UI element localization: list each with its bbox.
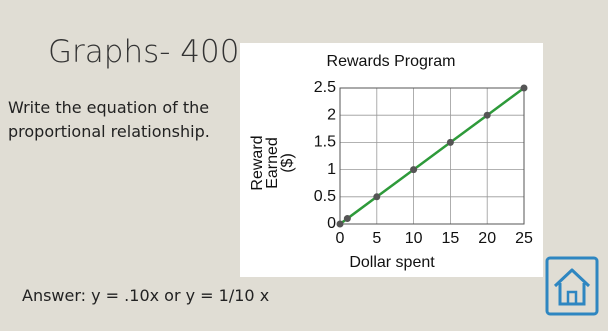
y-axis-label: ($) — [279, 153, 296, 173]
y-tick-label: 0.5 — [314, 188, 336, 205]
x-tick-label: 5 — [372, 230, 381, 247]
x-tick-label: 10 — [405, 230, 423, 247]
y-axis-label: Earned — [264, 137, 281, 189]
chart-background — [240, 43, 543, 277]
x-tick-label: 20 — [478, 230, 496, 247]
y-tick-label: 0 — [327, 215, 336, 232]
data-point — [373, 193, 381, 201]
x-tick-label: 25 — [515, 230, 533, 247]
x-axis-label: Dollar spent — [349, 254, 435, 271]
data-point — [520, 84, 528, 92]
x-tick-label: 0 — [336, 230, 345, 247]
y-tick-label: 1 — [327, 161, 336, 178]
y-axis-label: Reward — [249, 135, 266, 190]
slide-title: Graphs- 400 — [48, 34, 240, 70]
y-tick-label: 1.5 — [314, 134, 336, 151]
y-tick-label: 2 — [327, 106, 336, 123]
y-tick-label: 2.5 — [314, 79, 336, 96]
plot-frame — [339, 87, 525, 225]
data-point — [446, 138, 454, 146]
question: Write the equation of the proportional r… — [8, 98, 210, 141]
data-point — [410, 166, 418, 174]
x-tick-label: 15 — [442, 230, 460, 247]
chart-title: Rewards Program — [327, 53, 456, 70]
data-point — [343, 215, 351, 223]
data-point — [336, 220, 344, 228]
answer: Answer: y = .10x or y = 1/10 x — [22, 286, 270, 305]
home-button[interactable] — [545, 256, 599, 316]
data-point — [483, 111, 491, 119]
